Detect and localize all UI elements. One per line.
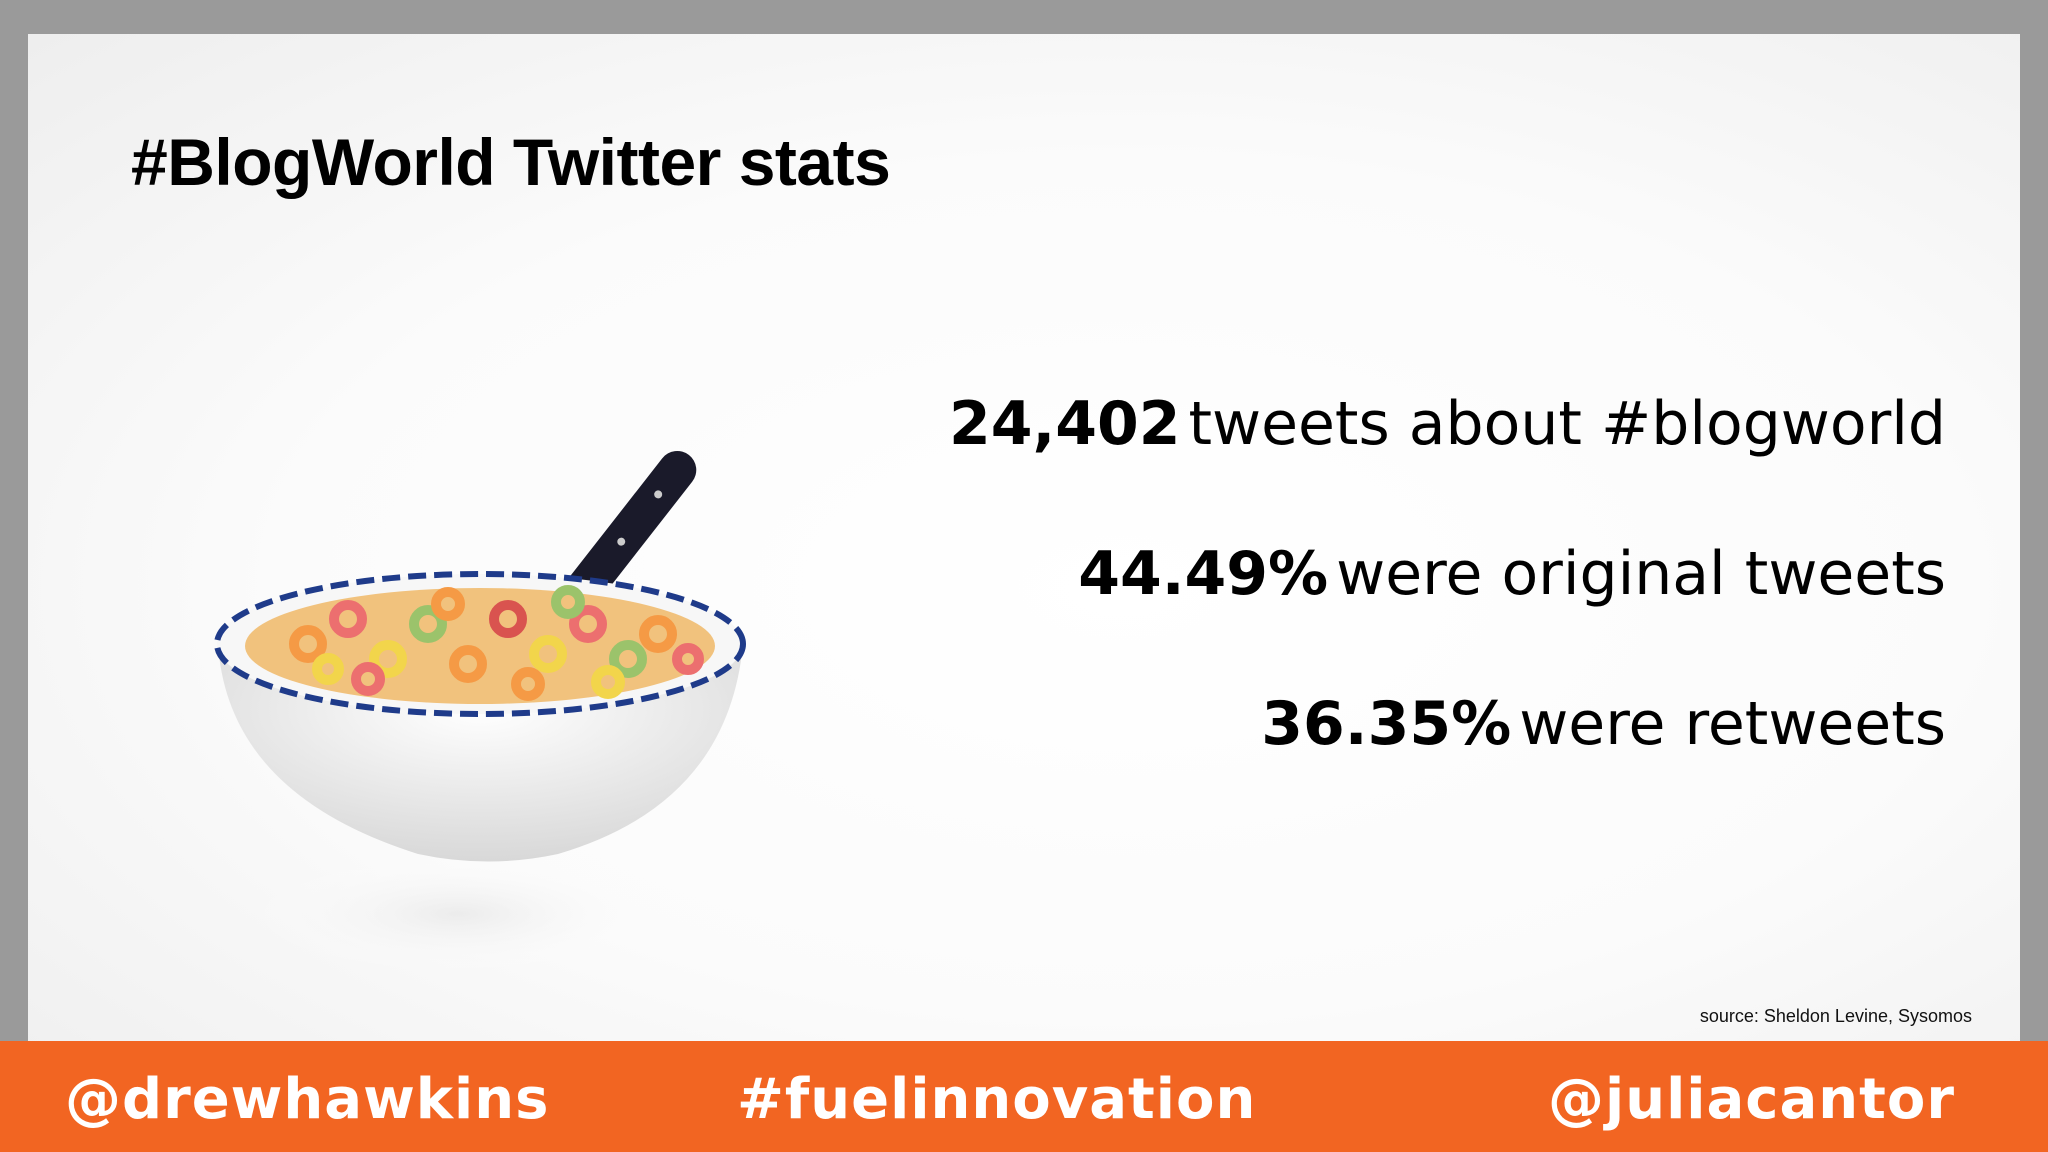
stat-tweet-count: 24,402 tweets about #blogworld xyxy=(846,389,1946,459)
footer-hashtag: #fuelinnovation xyxy=(737,1067,1257,1132)
footer-handle-left: @drewhawkins xyxy=(65,1067,550,1132)
stats-list: 24,402 tweets about #blogworld 44.49% were… xyxy=(846,389,1946,839)
stat-label: were original tweets xyxy=(1336,539,1946,609)
footer-bar: @drewhawkins #fuelinnovation @juliacanto… xyxy=(0,1041,2048,1152)
stat-original-tweets: 44.49% were original tweets xyxy=(846,539,1946,609)
source-note: source: Sheldon Levine, Sysomos xyxy=(1699,1006,1972,1026)
slide: #BlogWorld Twitter stats xyxy=(28,34,2020,1041)
footer-handle-right: @juliacantor xyxy=(1548,1067,1955,1132)
stat-value: 44.49% xyxy=(1078,539,1329,609)
slide-title: #BlogWorld Twitter stats xyxy=(131,125,891,199)
stat-retweets: 36.35% were retweets xyxy=(846,689,1946,759)
stat-value: 36.35% xyxy=(1261,689,1512,759)
stat-label: tweets about #blogworld xyxy=(1188,389,1947,459)
stat-value: 24,402 xyxy=(948,389,1181,459)
cereal-bowl-icon xyxy=(214,450,746,974)
stat-label: were retweets xyxy=(1519,689,1946,759)
